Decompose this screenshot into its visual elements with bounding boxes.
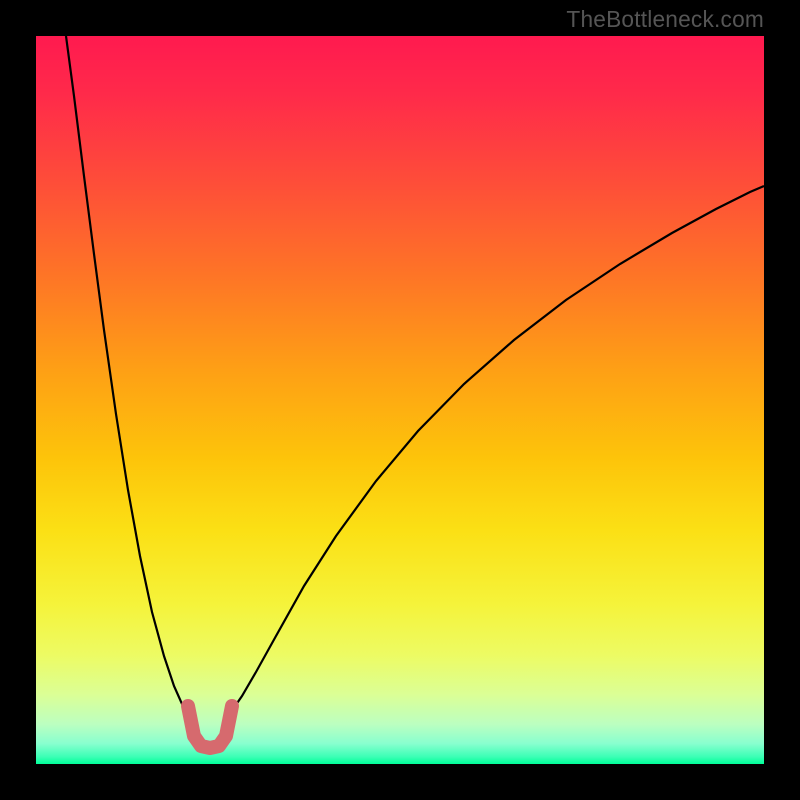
frame-bottom [0,764,800,800]
stage: TheBottleneck.com [0,0,800,800]
chart-svg [36,36,764,764]
chart-background [36,36,764,764]
watermark-text: TheBottleneck.com [566,6,764,33]
chart-plot-area [36,36,764,764]
frame-right [764,0,800,800]
frame-left [0,0,36,800]
